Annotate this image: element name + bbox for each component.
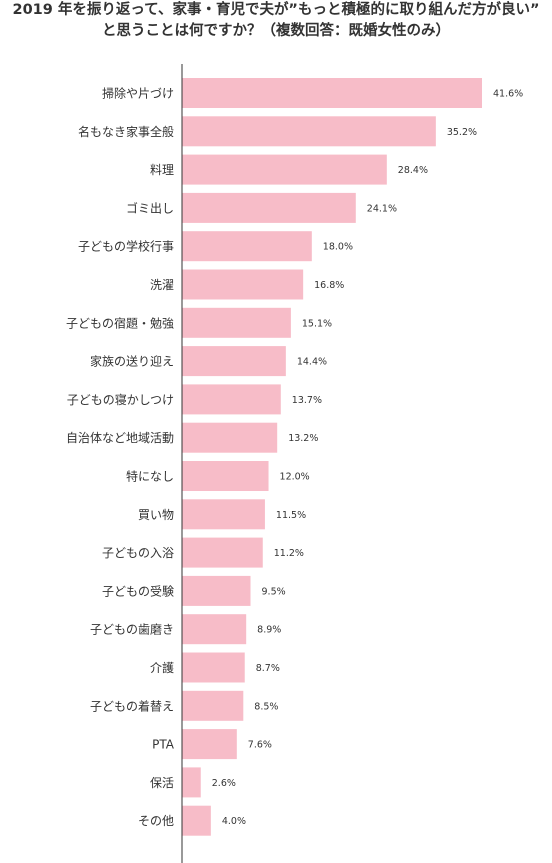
category-label: その他 [138, 814, 174, 828]
value-label: 2.6% [212, 778, 236, 789]
bar [182, 422, 278, 453]
value-label: 11.5% [276, 510, 306, 521]
chart-title-line-2: と思うことは何ですか？（複数回答：既婚女性のみ） [102, 23, 450, 39]
value-label: 9.5% [262, 586, 286, 597]
bar [182, 690, 244, 721]
bar [182, 461, 269, 491]
category-label: 自治体など地域活動 [66, 431, 174, 445]
bar [182, 384, 281, 415]
value-label: 35.2% [447, 127, 477, 138]
category-label: 掃除や片づけ [102, 86, 174, 101]
chart-title: 2019 年を振り返って、家事・育児で夫が”もっと積極的に取り組んだ方が良い” … [0, 0, 552, 42]
category-label: 子どもの歯磨き [90, 623, 174, 637]
value-label: 28.4% [398, 165, 428, 176]
value-label: 15.1% [302, 318, 332, 329]
category-label: 買い物 [138, 508, 174, 522]
bar [182, 499, 265, 530]
category-label: 子どもの入浴 [102, 546, 174, 560]
bar [182, 805, 211, 836]
bar [182, 614, 247, 645]
category-label: 料理 [150, 163, 174, 177]
category-label: PTA [152, 738, 175, 752]
chart-title-line-1: 2019 年を振り返って、家事・育児で夫が”もっと積極的に取り組んだ方が良い” [12, 2, 540, 18]
bar [182, 116, 436, 147]
bar [182, 346, 286, 377]
value-label: 8.7% [256, 663, 280, 674]
value-label: 24.1% [367, 203, 397, 214]
category-label: 家族の送り迎え [90, 354, 174, 369]
category-label: 保活 [150, 776, 174, 790]
value-label: 41.6% [493, 89, 523, 100]
value-label: 18.0% [323, 242, 353, 253]
bar [182, 231, 312, 262]
category-label: 子どもの寝かしつけ [67, 392, 174, 407]
category-label: 子どもの学校行事 [78, 239, 174, 254]
value-label: 8.9% [257, 625, 281, 636]
bar [182, 767, 201, 798]
bar [182, 652, 245, 683]
value-label: 13.2% [288, 433, 318, 444]
bar [182, 575, 251, 606]
bar [182, 537, 263, 568]
category-label: 子どもの宿題・勉強 [66, 315, 174, 330]
category-label: 名もなき家事全般 [78, 124, 174, 139]
value-label: 16.8% [314, 280, 344, 291]
value-label: 4.0% [222, 816, 246, 827]
value-label: 12.0% [280, 472, 310, 483]
bar [182, 154, 387, 185]
category-label: ゴミ出し [126, 200, 174, 215]
bar [182, 78, 482, 108]
category-label: 特になし [126, 469, 174, 484]
value-label: 7.6% [248, 740, 272, 751]
value-label: 8.5% [254, 701, 278, 712]
value-label: 13.7% [292, 395, 322, 406]
category-label: 洗濯 [150, 278, 174, 292]
value-label: 11.2% [274, 548, 304, 559]
bar [182, 307, 291, 338]
bar [182, 192, 356, 223]
category-label: 介護 [150, 660, 174, 675]
value-label: 14.4% [297, 357, 327, 368]
bar [182, 729, 237, 760]
category-label: 子どもの受験 [102, 583, 174, 598]
bar [182, 269, 304, 300]
category-label: 子どもの着替え [90, 698, 174, 713]
